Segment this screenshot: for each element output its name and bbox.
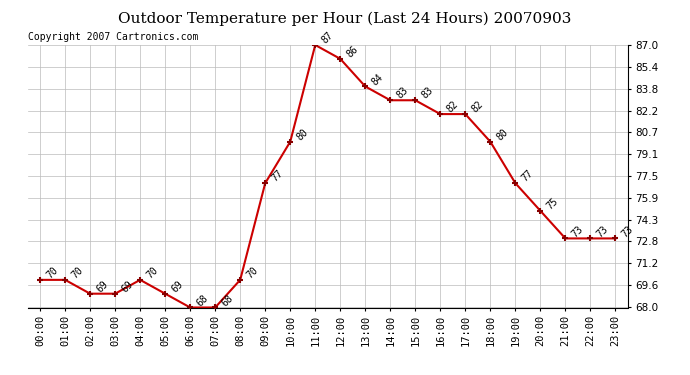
Text: 68: 68	[219, 293, 235, 308]
Text: 80: 80	[495, 127, 510, 142]
Text: 70: 70	[244, 265, 259, 280]
Text: 69: 69	[95, 279, 110, 294]
Text: 77: 77	[520, 168, 535, 184]
Text: 83: 83	[395, 86, 410, 101]
Text: 86: 86	[344, 44, 359, 59]
Text: 69: 69	[119, 279, 135, 294]
Text: 70: 70	[144, 265, 159, 280]
Text: 80: 80	[295, 127, 310, 142]
Text: 73: 73	[620, 224, 635, 239]
Text: 69: 69	[169, 279, 185, 294]
Text: 70: 70	[44, 265, 59, 280]
Text: 70: 70	[69, 265, 85, 280]
Text: 77: 77	[269, 168, 285, 184]
Text: 75: 75	[544, 196, 560, 211]
Text: 83: 83	[420, 86, 435, 101]
Text: 73: 73	[569, 224, 585, 239]
Text: Outdoor Temperature per Hour (Last 24 Hours) 20070903: Outdoor Temperature per Hour (Last 24 Ho…	[118, 11, 572, 26]
Text: 82: 82	[444, 99, 460, 115]
Text: 82: 82	[469, 99, 485, 115]
Text: 84: 84	[369, 72, 385, 87]
Text: 73: 73	[595, 224, 610, 239]
Text: Copyright 2007 Cartronics.com: Copyright 2007 Cartronics.com	[28, 32, 198, 42]
Text: 87: 87	[319, 30, 335, 46]
Text: 68: 68	[195, 293, 210, 308]
